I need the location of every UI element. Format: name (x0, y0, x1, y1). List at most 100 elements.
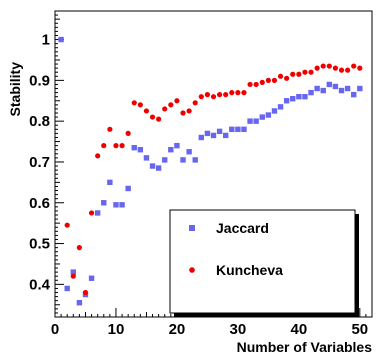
data-points (58, 36, 363, 306)
y-tick-label: 0.8 (29, 113, 50, 130)
jaccard-point (125, 185, 131, 192)
kuncheva-point (351, 63, 357, 69)
jaccard-point (101, 200, 107, 206)
legend-label-jaccard: Jaccard (216, 220, 269, 236)
x-tick-label: 20 (169, 321, 186, 338)
kuncheva-point (259, 79, 265, 85)
jaccard-point (283, 98, 290, 104)
kuncheva-point (338, 67, 345, 73)
kuncheva-point (345, 67, 351, 73)
jaccard-point (143, 155, 150, 161)
x-tick-label: 10 (108, 321, 125, 338)
kuncheva-point (320, 63, 326, 69)
kuncheva-point (284, 75, 290, 81)
jaccard-point (210, 132, 217, 139)
jaccard-point (265, 112, 272, 118)
jaccard-point (229, 126, 235, 133)
kuncheva-point (314, 65, 320, 71)
jaccard-point (180, 157, 186, 163)
y-axis-ticks (55, 14, 64, 314)
kuncheva-point (302, 69, 308, 75)
jaccard-point (235, 126, 241, 133)
legend-box (169, 209, 356, 314)
kuncheva-point (290, 71, 296, 77)
jaccard-point (290, 96, 296, 102)
x-tick-label: 30 (230, 321, 247, 338)
kuncheva-point (107, 126, 113, 132)
y-axis-tick-labels: 0.4 0.5 0.6 0.7 0.8 0.9 1 (29, 32, 51, 294)
kuncheva-point (198, 94, 204, 100)
kuncheva-point (95, 153, 101, 159)
kuncheva-point (101, 143, 107, 149)
jaccard-point (308, 89, 314, 96)
kuncheva-point (137, 102, 143, 108)
jaccard-point (149, 163, 156, 169)
y-tick-label: 1 (42, 32, 50, 49)
jaccard-point (271, 108, 278, 114)
kuncheva-point (180, 110, 186, 116)
legend: Jaccard Kuncheva (169, 209, 359, 317)
jaccard-point (357, 85, 363, 92)
x-tick-label: 50 (351, 321, 368, 338)
kuncheva-point (168, 102, 174, 108)
kuncheva-point (149, 114, 156, 120)
kuncheva-point (229, 90, 235, 96)
x-axis-tick-labels: 0 10 20 30 40 50 (51, 321, 368, 338)
jaccard-point (344, 85, 351, 92)
kuncheva-point (296, 71, 302, 77)
kuncheva-point (143, 108, 150, 114)
jaccard-point (119, 202, 125, 208)
jaccard-point (198, 134, 205, 141)
legend-label-kuncheva: Kuncheva (216, 262, 283, 278)
kuncheva-point (241, 90, 247, 96)
jaccard-point (326, 81, 333, 88)
y-axis-title: Stability (7, 62, 23, 117)
jaccard-point (168, 147, 174, 153)
jaccard-point (296, 93, 302, 100)
kuncheva-point (119, 143, 125, 149)
kuncheva-point (174, 98, 180, 104)
x-axis-title: Number of Variables (237, 339, 373, 355)
y-tick-label: 0.6 (29, 195, 50, 212)
jaccard-point (277, 104, 284, 110)
kuncheva-point (76, 245, 82, 251)
kuncheva-point (82, 289, 89, 296)
jaccard-point (70, 269, 76, 275)
kuncheva-point (113, 143, 119, 149)
jaccard-point (338, 87, 345, 94)
jaccard-point (58, 36, 64, 43)
kuncheva-point (271, 77, 278, 83)
kuncheva-point (162, 106, 168, 112)
kuncheva-point (216, 92, 223, 98)
jaccard-point (107, 179, 113, 186)
kuncheva-point (192, 100, 198, 106)
jaccard-point (186, 149, 192, 155)
kuncheva-point (70, 273, 76, 279)
jaccard-point (174, 142, 180, 149)
jaccard-point (162, 157, 168, 163)
jaccard-point (88, 275, 95, 281)
kuncheva-point (64, 222, 70, 228)
y-tick-label: 0.9 (29, 72, 50, 89)
jaccard-point (94, 210, 101, 216)
kuncheva-point (326, 63, 332, 69)
kuncheva-point (308, 69, 314, 75)
jaccard-point (332, 83, 339, 90)
kuncheva-point (131, 100, 137, 106)
legend-marker-jaccard (189, 225, 195, 231)
x-tick-label: 0 (51, 321, 59, 338)
y-tick-label: 0.4 (29, 276, 51, 293)
kuncheva-point (156, 116, 162, 122)
kuncheva-point (277, 73, 284, 79)
jaccard-point (113, 202, 119, 208)
kuncheva-point (357, 65, 363, 71)
jaccard-point (131, 144, 137, 151)
jaccard-point (76, 300, 83, 306)
kuncheva-point (210, 94, 217, 100)
jaccard-point (192, 157, 198, 163)
jaccard-point (222, 132, 229, 139)
y-tick-label: 0.5 (29, 236, 50, 253)
jaccard-point (216, 128, 223, 135)
jaccard-point (155, 165, 162, 171)
